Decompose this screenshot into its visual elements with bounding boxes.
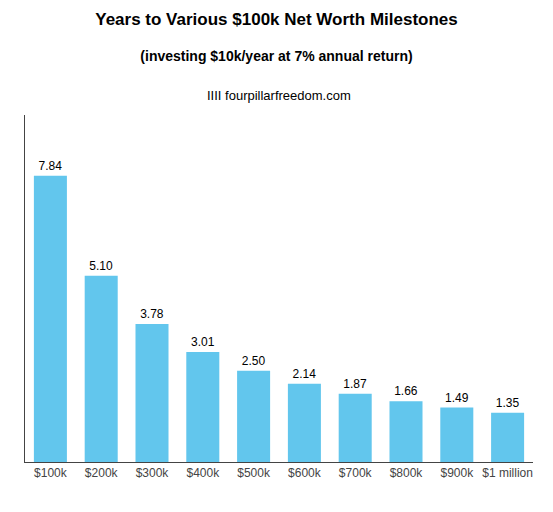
svg-text:$300k: $300k — [136, 466, 170, 480]
svg-text:5.10: 5.10 — [89, 259, 113, 273]
svg-text:1.66: 1.66 — [394, 384, 418, 398]
svg-text:3.78: 3.78 — [140, 307, 164, 321]
svg-text:IIII fourpillarfreedom.com: IIII fourpillarfreedom.com — [207, 88, 351, 103]
svg-text:1.35: 1.35 — [496, 396, 520, 410]
svg-text:$100k: $100k — [34, 466, 68, 480]
svg-text:$400k: $400k — [186, 466, 220, 480]
svg-text:Years to Various $100k Net Wor: Years to Various $100k Net Worth Milesto… — [95, 10, 458, 29]
svg-text:2.50: 2.50 — [242, 354, 266, 368]
svg-text:$800k: $800k — [390, 466, 424, 480]
svg-text:$600k: $600k — [288, 466, 322, 480]
svg-text:7.84: 7.84 — [39, 159, 63, 173]
svg-text:2.14: 2.14 — [293, 367, 317, 381]
svg-text:1.49: 1.49 — [445, 391, 469, 405]
svg-text:$700k: $700k — [339, 466, 373, 480]
svg-text:$900k: $900k — [440, 466, 474, 480]
svg-text:$500k: $500k — [237, 466, 271, 480]
svg-text:$1 million: $1 million — [482, 466, 533, 480]
svg-text:$200k: $200k — [85, 466, 119, 480]
svg-text:3.01: 3.01 — [191, 335, 215, 349]
svg-text:(investing $10k/year at 7% ann: (investing $10k/year at 7% annual return… — [140, 48, 412, 64]
svg-text:1.87: 1.87 — [343, 377, 367, 391]
